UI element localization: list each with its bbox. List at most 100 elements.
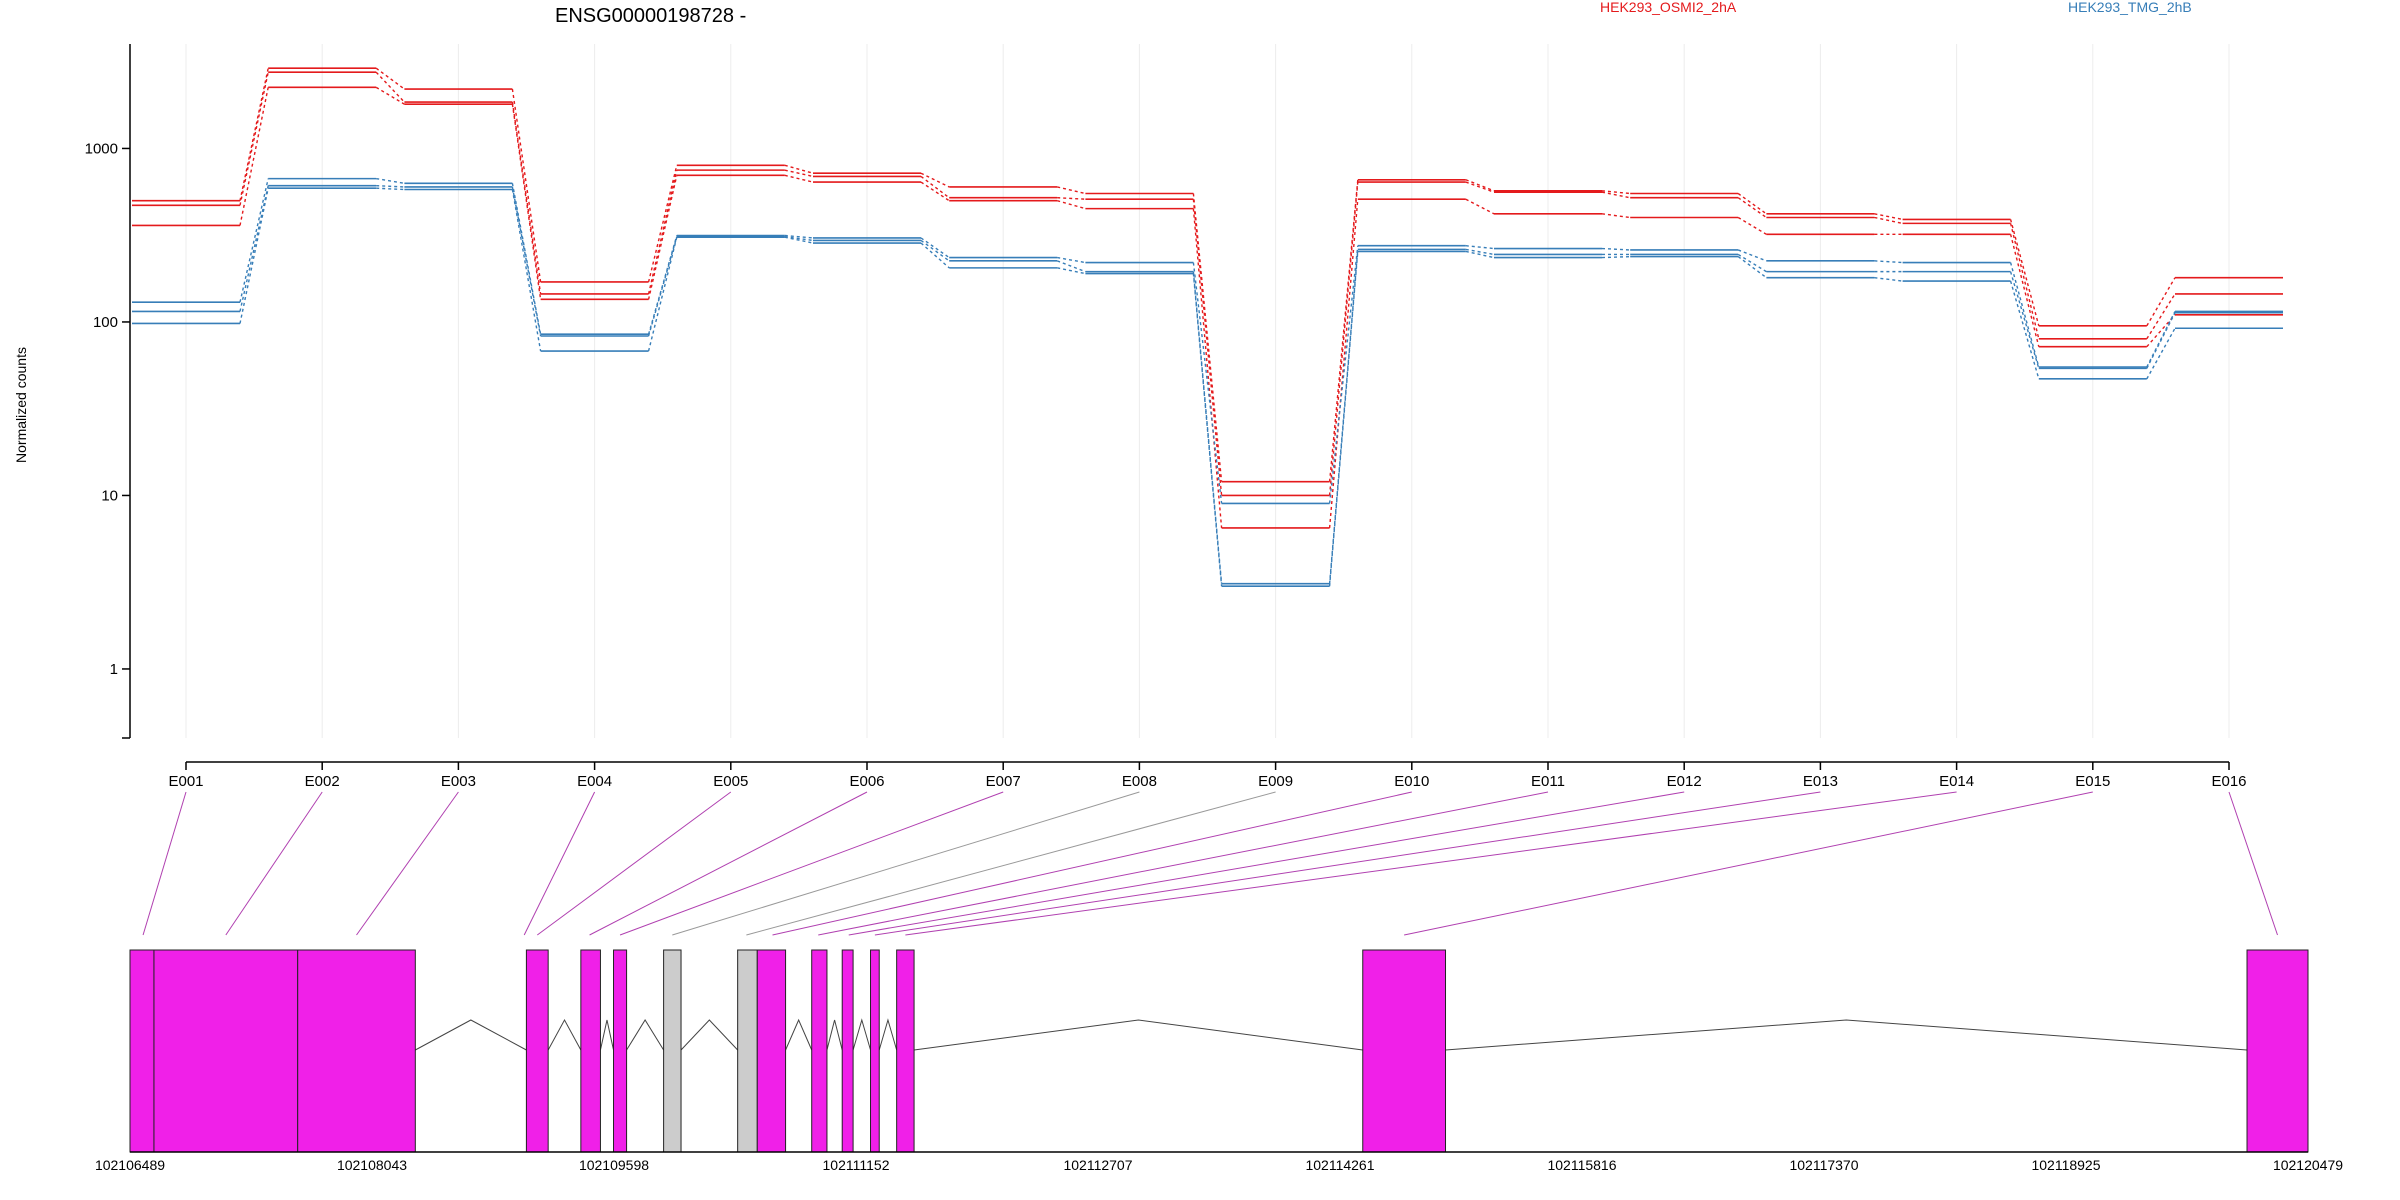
series-connector <box>1057 267 1086 275</box>
series-connector <box>376 185 405 188</box>
series-connector <box>2009 234 2040 347</box>
x-tick-label: E005 <box>713 773 748 790</box>
intron-line <box>852 1018 872 1051</box>
exon-connector-line <box>746 791 1276 936</box>
series-connector <box>1192 199 1223 496</box>
series-connector <box>511 183 542 335</box>
exon-connector-line <box>619 791 1004 936</box>
series-connector <box>239 72 269 206</box>
exon-connector-line <box>356 791 459 936</box>
series-connector <box>1737 249 1767 262</box>
y-tick-label: 100 <box>93 314 118 331</box>
exon-block <box>580 949 601 1153</box>
genomic-coordinate-label: 102106489 <box>95 1157 165 1173</box>
exon-block <box>737 949 758 1153</box>
exon-connector-line <box>874 791 1821 936</box>
series-connector <box>1601 247 1631 251</box>
series-connector <box>511 189 542 352</box>
series-connector <box>1874 260 1903 264</box>
series-connector <box>920 242 950 269</box>
exon-connector-line <box>672 791 1140 936</box>
series-connector <box>1465 198 1495 215</box>
exon-block <box>613 949 628 1153</box>
x-tick-label: E009 <box>1258 773 1293 790</box>
series-connector <box>647 237 678 352</box>
genomic-coordinate-label: 102120479 <box>2273 1157 2343 1173</box>
genomic-coordinate-label: 102114261 <box>1305 1157 1374 1173</box>
series-connector <box>2009 280 2040 380</box>
exon-connector-line <box>536 791 732 936</box>
series-connector <box>2146 312 2176 369</box>
series-connector <box>1465 179 1495 192</box>
x-tick-label: E015 <box>2075 773 2110 790</box>
x-tick-label: E001 <box>168 773 203 790</box>
genomic-coordinate-label: 102117370 <box>1789 1157 1858 1173</box>
series-connector <box>375 86 405 105</box>
series-connector <box>1328 249 1359 584</box>
exon-block <box>153 949 299 1153</box>
y-tick-label: 10 <box>101 487 118 504</box>
y-tick-label: 1 <box>110 661 118 678</box>
series-connector <box>375 67 405 90</box>
intron-line <box>547 1018 582 1051</box>
series-connector <box>647 235 678 335</box>
genomic-coordinate-label: 102115816 <box>1547 1157 1616 1173</box>
series-connector <box>511 88 542 283</box>
x-tick-label: E007 <box>986 773 1021 790</box>
series-connector <box>1328 182 1359 496</box>
x-tick-label: E004 <box>577 773 612 790</box>
gene-model: 102106489 102108043 102109598 102111152 1021… <box>95 791 2343 1173</box>
genomic-coordinate-label: 102112707 <box>1063 1157 1132 1173</box>
exon-connector-line <box>818 791 1549 936</box>
intron-line <box>1445 1019 2248 1051</box>
intron-line <box>785 1018 813 1051</box>
chart-title: ENSG00000198728 - <box>555 5 746 27</box>
y-axis-label: Normalized counts <box>13 347 29 463</box>
series-connector <box>1601 255 1631 259</box>
genomic-coordinate-label: 102109598 <box>579 1157 649 1173</box>
series-connector <box>784 169 814 178</box>
exon-connector-line <box>142 791 187 936</box>
intron-line <box>826 1019 843 1051</box>
series-connector <box>1737 216 1767 235</box>
intron-line <box>415 1019 527 1051</box>
series-connector <box>1465 245 1495 250</box>
series-connector <box>2009 271 2040 369</box>
exon-connector-line <box>905 791 1957 936</box>
series-connector <box>511 186 542 337</box>
intron-line <box>878 1018 898 1051</box>
series-connector <box>239 188 269 324</box>
series-connector <box>239 185 269 312</box>
series-connector <box>920 239 950 262</box>
exon-block <box>129 949 155 1153</box>
series-connector <box>784 174 814 183</box>
series-connector <box>1601 213 1631 219</box>
series-connector <box>1737 253 1767 273</box>
series-connector <box>1192 208 1223 528</box>
x-tick-label: E012 <box>1667 773 1702 790</box>
series-connector <box>1328 251 1359 587</box>
series-connector <box>376 177 405 184</box>
plot-area: 1 10 100 1000 E001 E002 E003 E004 E005 E006 E007 E0… <box>85 44 2283 790</box>
series-connector <box>1737 192 1767 215</box>
series-connector <box>2009 219 2040 327</box>
series-connector <box>784 234 814 239</box>
series-connector <box>2146 293 2176 340</box>
exon-block <box>896 949 915 1153</box>
exon-connector-line <box>2228 791 2278 936</box>
intron-line <box>626 1019 665 1051</box>
exon-connector-line <box>523 791 596 936</box>
series-connector <box>920 172 950 188</box>
series-connector <box>1192 262 1223 504</box>
exon-block <box>756 949 787 1153</box>
series-connector <box>1874 216 1903 225</box>
exon-block <box>870 949 880 1153</box>
series-connector <box>1056 260 1086 273</box>
series-connector <box>239 178 269 303</box>
series-connector <box>920 175 950 199</box>
series-connector <box>2009 262 2040 368</box>
series-connector <box>1057 256 1086 264</box>
exon-connector-line <box>848 791 1685 936</box>
x-tick-label: E008 <box>1122 773 1157 790</box>
